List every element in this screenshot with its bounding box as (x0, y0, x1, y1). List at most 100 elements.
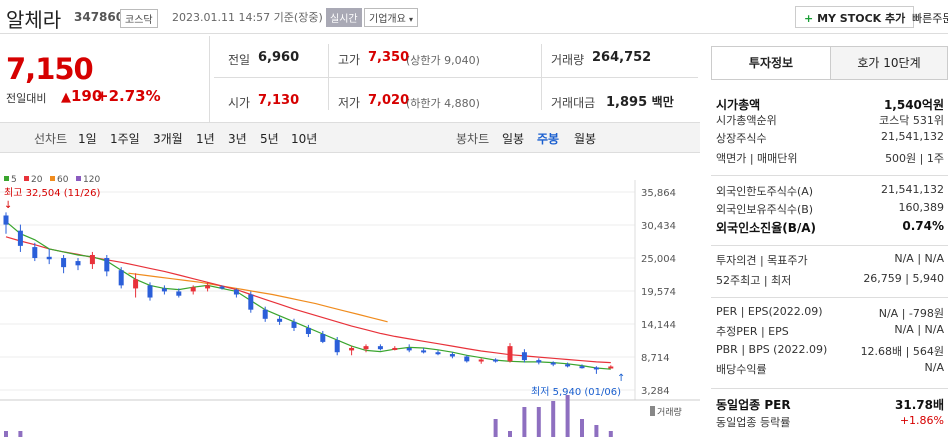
stock-name: 알체라 (6, 8, 62, 32)
market-badge: 코스닥 (120, 9, 158, 28)
info-value: 31.78배 (895, 398, 944, 412)
candle-body (392, 347, 398, 350)
tab-invest-info[interactable]: 투자정보 (711, 46, 831, 80)
divider (711, 388, 948, 389)
divider (711, 175, 948, 176)
candle-body (363, 346, 369, 350)
y-tick-label: 30,434 (641, 221, 676, 232)
candle-body (507, 346, 513, 362)
candle-body (536, 360, 542, 363)
upper-limit-value: 9,040) (444, 54, 480, 67)
candle-body (32, 247, 38, 259)
stock-code: 347860 (74, 10, 125, 24)
realtime-badge[interactable]: 실시간 (326, 8, 362, 27)
info-value: +1.86% (899, 414, 944, 427)
lower-limit: (하한가 4,880) (406, 95, 480, 111)
my-stock-add-button[interactable]: + MY STOCK 추가 (795, 6, 915, 28)
up-triangle-icon: ▲ (61, 90, 71, 105)
candle-body (449, 354, 455, 357)
tab-order-book[interactable]: 호가 10단계 (830, 46, 948, 80)
volume-bar (18, 431, 23, 437)
candle-body (464, 356, 470, 362)
candle-body (89, 254, 95, 265)
candle-body (320, 333, 326, 342)
tab-1d[interactable]: 1일 (78, 132, 97, 146)
candle-body (61, 258, 67, 268)
candle-body (17, 230, 23, 246)
candle-body (75, 261, 81, 266)
candle-body (305, 327, 311, 334)
plus-icon: + (804, 12, 814, 25)
info-label: 동일업종 등락률 (716, 416, 791, 429)
stock-chart[interactable]: 35,864 30,434 25,004 19,574 14,144 8,714 3,284… (0, 170, 700, 437)
upper-limit-label: (상한가 (406, 54, 441, 67)
candle-body (219, 286, 225, 289)
ma60-line (128, 272, 388, 323)
volume-bar (608, 431, 613, 437)
candle-body (46, 256, 52, 260)
info-value: 0.74% (902, 219, 944, 233)
quote-datetime: 2023.01.11 14:57 기준(장중) (172, 11, 323, 24)
legend-label: 120 (83, 175, 100, 185)
candle-body (565, 364, 571, 367)
chart-tabs-bar (0, 122, 700, 153)
tab-1y[interactable]: 1년 (196, 132, 215, 146)
volume-label: 거래량 (657, 406, 682, 418)
volume-bar (580, 419, 584, 437)
volume-value: 264,752 (592, 50, 652, 65)
candle-body (118, 270, 124, 286)
volume-label: 거래량 (551, 53, 585, 67)
volume-legend-swatch (650, 406, 655, 416)
price-change-percent: +2.73% (96, 87, 161, 105)
open-label: 시가 (228, 96, 251, 110)
tab-daily[interactable]: 일봉 (502, 132, 525, 146)
low-label: 저가 (338, 96, 361, 110)
tab-10y[interactable]: 10년 (291, 132, 318, 146)
candle-body (406, 347, 412, 351)
info-value: 코스닥 531위 (879, 114, 944, 127)
info-value: 21,541,132 (881, 183, 944, 196)
candle-body (349, 347, 355, 351)
candle-body (608, 366, 614, 369)
tab-monthly[interactable]: 월봉 (574, 132, 597, 146)
divider (711, 245, 948, 246)
candle-body (147, 285, 153, 298)
legend-label: 5 (11, 175, 17, 185)
low-annotation: 최저 5,940 (01/06) (531, 386, 621, 398)
candle-body (334, 340, 340, 353)
volume-bar (551, 401, 556, 437)
y-tick-label: 3,284 (641, 386, 670, 397)
divider (711, 79, 948, 80)
tab-3y[interactable]: 3년 (228, 132, 247, 146)
info-value: 1,540억원 (883, 98, 944, 112)
candle-body (521, 352, 527, 361)
candle-body (133, 279, 139, 289)
y-tick-label: 19,574 (641, 287, 676, 298)
company-info-label: 기업개요 (369, 14, 406, 25)
info-value: N/A | N/A (894, 323, 944, 336)
change-label: 전일대비 (6, 92, 47, 105)
candle-chart-label: 봉차트 (456, 132, 490, 146)
info-label: 외국인소진율(B/A) (716, 221, 817, 235)
company-info-button[interactable]: 기업개요 ▾ (364, 8, 419, 27)
price-box (0, 36, 210, 122)
info-value: N/A (924, 361, 944, 374)
info-value: 160,389 (898, 201, 945, 214)
info-label: 상장주식수 (716, 132, 767, 145)
legend-swatch (4, 176, 9, 181)
info-label: 배당수익률 (716, 363, 767, 376)
quick-order-button[interactable]: 빠른주문 (912, 12, 948, 25)
prev-close-label: 전일 (228, 53, 251, 67)
info-label: 동일업종 PER (716, 398, 791, 412)
candle-body (262, 309, 268, 319)
tab-5y[interactable]: 5년 (260, 132, 279, 146)
volume-bar (594, 425, 599, 437)
tab-1w[interactable]: 1주일 (110, 132, 140, 146)
volume-bar (493, 419, 498, 437)
tab-weekly[interactable]: 주봉 (537, 132, 560, 146)
tab-3m[interactable]: 3개월 (153, 132, 183, 146)
ma5-line (5, 221, 611, 370)
info-label: 52주최고 | 최저 (716, 274, 792, 287)
legend-label: 60 (57, 175, 69, 185)
divider (711, 297, 948, 298)
